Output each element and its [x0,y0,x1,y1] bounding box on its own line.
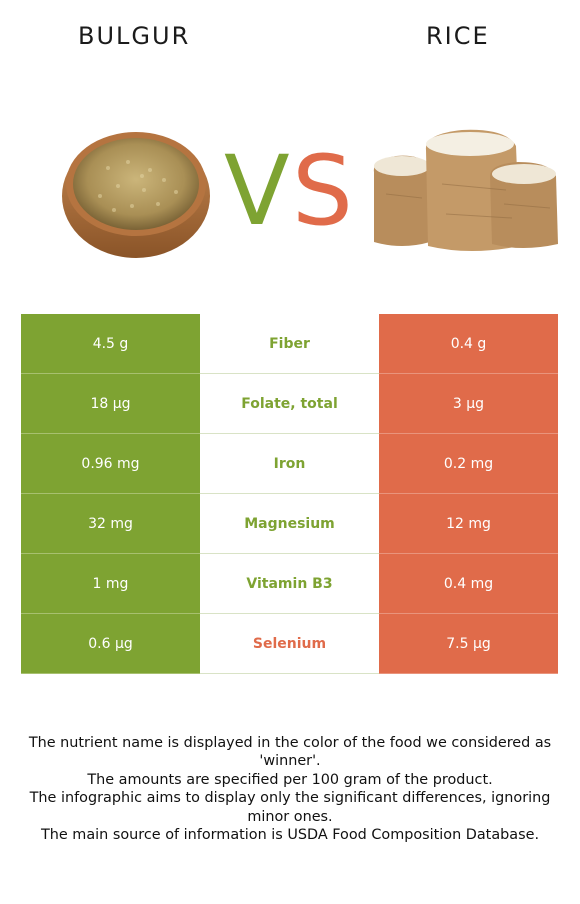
bulgur-value: 4.5 g [21,314,200,374]
nutrient-name: Folate, total [200,374,379,433]
table-row: 4.5 g Fiber 0.4 g [21,314,558,374]
rice-value: 0.2 mg [379,434,558,494]
bulgur-title: BULGUR [78,22,191,50]
table-row: 32 mg Magnesium 12 mg [21,494,558,554]
rice-value: 3 µg [379,374,558,434]
vs-left-letter: V [224,136,290,236]
table-row: 1 mg Vitamin B3 0.4 mg [21,554,558,614]
nutrient-name: Iron [200,434,379,493]
nutrient-name: Fiber [200,314,379,373]
bulgur-value: 32 mg [21,494,200,554]
bulgur-value: 18 µg [21,374,200,434]
nutrient-name: Selenium [200,614,379,673]
table-row: 0.6 µg Selenium 7.5 µg [21,614,558,674]
rice-title: RICE [426,22,490,50]
nutrient-name: Vitamin B3 [200,554,379,613]
bulgur-value: 0.6 µg [21,614,200,674]
rice-value: 0.4 mg [379,554,558,614]
footer-line: The nutrient name is displayed in the co… [28,735,552,770]
vs-right-letter: S [292,136,352,236]
table-row: 0.96 mg Iron 0.2 mg [21,434,558,494]
footer-line: The amounts are specified per 100 gram o… [87,771,493,788]
rice-value: 0.4 g [379,314,558,374]
bulgur-bowl-image [62,132,210,258]
nutrient-name: Magnesium [200,494,379,553]
table-row: 18 µg Folate, total 3 µg [21,374,558,434]
comparison-table: 4.5 g Fiber 0.4 g 18 µg Folate, total 3 … [21,314,558,674]
rice-value: 7.5 µg [379,614,558,674]
rice-value: 12 mg [379,494,558,554]
bulgur-value: 0.96 mg [21,434,200,494]
vs-logo: V S [224,136,352,236]
footer-line: The main source of information is USDA F… [40,827,540,844]
footer-notes: The nutrient name is displayed in the co… [10,734,570,844]
bulgur-value: 1 mg [21,554,200,614]
rice-sacks-image [373,129,558,251]
footer-line: The infographic aims to display only the… [29,790,551,825]
